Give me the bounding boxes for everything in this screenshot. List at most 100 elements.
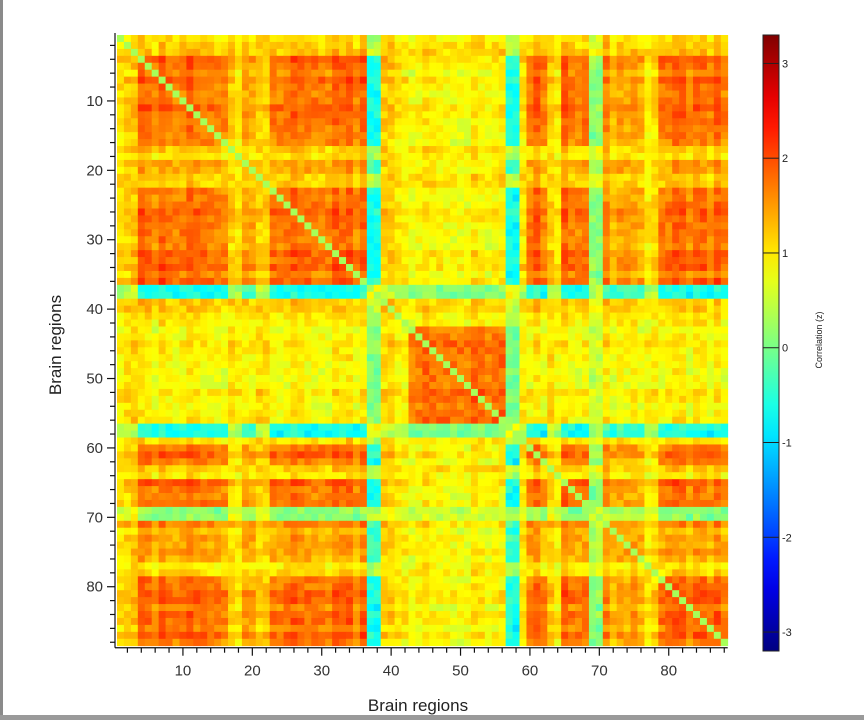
heatmap-cell <box>665 55 673 64</box>
heatmap-cell <box>470 208 479 216</box>
heatmap-cell <box>193 333 201 341</box>
heatmap-cell <box>491 90 500 98</box>
heatmap-cell <box>352 90 361 98</box>
heatmap-cell <box>290 215 298 223</box>
heatmap-cell <box>359 375 368 383</box>
heatmap-cell <box>686 368 694 376</box>
heatmap-cell <box>387 173 395 182</box>
heatmap-cell <box>547 312 555 320</box>
heatmap-cell <box>429 146 437 154</box>
heatmap-cell <box>401 333 409 341</box>
heatmap-cell <box>221 333 229 341</box>
heatmap-cell <box>359 382 368 390</box>
heatmap-cell <box>359 395 368 404</box>
heatmap-cell <box>616 375 625 383</box>
heatmap-cell <box>221 326 229 334</box>
heatmap-cell <box>117 139 125 147</box>
heatmap-cell <box>346 229 354 237</box>
heatmap-cell <box>470 250 479 258</box>
heatmap-cell <box>491 319 500 327</box>
heatmap-cell <box>464 264 472 272</box>
heatmap-cell <box>276 55 284 64</box>
heatmap-cell <box>193 312 201 320</box>
heatmap-cell <box>228 264 236 272</box>
heatmap-cell <box>137 305 146 313</box>
heatmap-cell <box>568 270 576 279</box>
heatmap-cell <box>255 69 264 78</box>
heatmap-cell <box>477 173 486 182</box>
heatmap-cell <box>234 76 243 84</box>
heatmap-cell <box>540 48 548 57</box>
heatmap-cell <box>221 118 229 126</box>
heatmap-cell <box>512 347 520 355</box>
heatmap-cell <box>505 152 513 161</box>
heatmap-cell <box>144 284 153 293</box>
heatmap-cell <box>699 229 708 237</box>
heatmap-cell <box>408 76 416 84</box>
heatmap-cell <box>505 215 513 223</box>
heatmap-cell <box>519 416 527 425</box>
heatmap-cell <box>408 388 416 397</box>
heatmap-cell <box>241 333 250 341</box>
heatmap-cell <box>623 382 631 390</box>
heatmap-cell <box>318 423 326 431</box>
heatmap-cell <box>137 41 146 50</box>
heatmap-cell <box>387 319 395 327</box>
heatmap-cell <box>130 90 139 98</box>
heatmap-cell <box>373 395 382 404</box>
heatmap-cell <box>623 90 631 98</box>
heatmap-cell <box>130 277 139 286</box>
heatmap-cell <box>512 375 520 383</box>
heatmap-cell <box>283 222 291 230</box>
heatmap-cell <box>117 264 125 272</box>
heatmap-cell <box>464 382 472 390</box>
heatmap-cell <box>602 35 611 43</box>
heatmap-cell <box>464 291 472 300</box>
heatmap-cell <box>477 194 486 202</box>
heatmap-cell <box>665 139 673 147</box>
heatmap-cell <box>151 41 160 50</box>
heatmap-cell <box>443 333 451 341</box>
heatmap-cell <box>248 402 257 411</box>
heatmap-cell <box>158 215 166 223</box>
heatmap-cell <box>339 83 347 91</box>
heatmap-cell <box>144 111 153 119</box>
heatmap-cell <box>193 264 201 272</box>
heatmap-cell <box>137 243 146 251</box>
heatmap-cell <box>519 215 527 223</box>
heatmap-cell <box>380 361 389 369</box>
heatmap-cell <box>540 388 548 397</box>
heatmap-cell <box>595 382 604 390</box>
heatmap-cell <box>394 35 402 43</box>
heatmap-cell <box>581 368 590 376</box>
heatmap-cell <box>123 243 132 251</box>
heatmap-cell <box>373 62 382 71</box>
heatmap-cell <box>255 139 264 147</box>
heatmap-cell <box>595 298 604 307</box>
heatmap-cell <box>422 423 430 431</box>
heatmap-cell <box>561 132 569 140</box>
heatmap-cell <box>623 270 631 279</box>
heatmap-cell <box>318 146 326 154</box>
heatmap-cell <box>311 388 319 397</box>
heatmap-cell <box>193 222 201 230</box>
heatmap-cell <box>720 229 729 237</box>
heatmap-cell <box>575 319 583 327</box>
heatmap-cell <box>443 125 451 133</box>
heatmap-cell <box>179 62 187 71</box>
heatmap-cell <box>207 423 215 431</box>
heatmap-cell <box>339 333 347 341</box>
heatmap-cell <box>373 423 382 431</box>
heatmap-cell <box>221 368 229 376</box>
heatmap-cell <box>686 166 694 175</box>
heatmap-cell <box>706 333 715 341</box>
heatmap-cell <box>443 388 451 397</box>
heatmap-cell <box>262 159 271 168</box>
heatmap-cell <box>595 361 604 369</box>
heatmap-cell <box>144 125 153 133</box>
heatmap-cell <box>422 312 430 320</box>
heatmap-cell <box>699 333 708 341</box>
heatmap-cell <box>408 368 416 376</box>
heatmap-cell <box>408 354 416 362</box>
heatmap-cell <box>262 388 271 397</box>
